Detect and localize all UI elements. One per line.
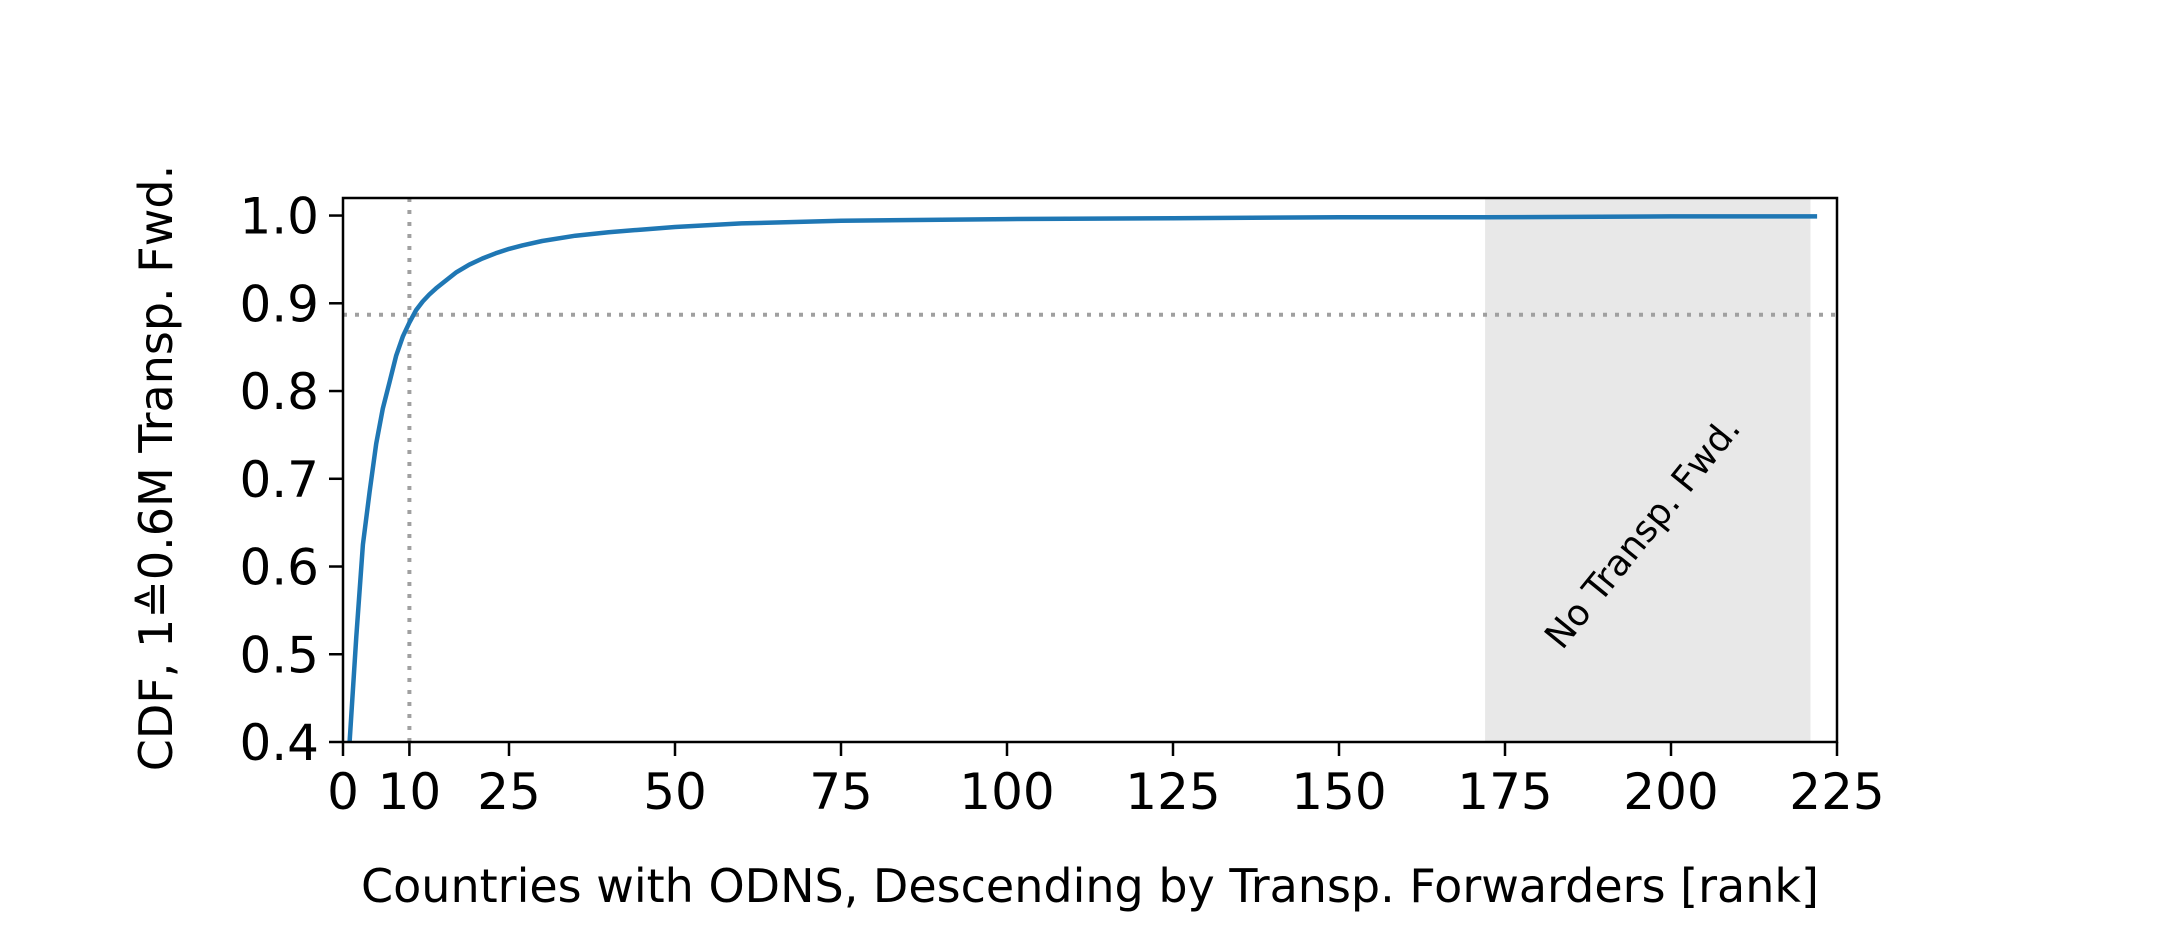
plot-frame [341, 196, 1839, 744]
y-ticks: 0.4 0.5 0.6 0.7 0.8 0.9 1.0 [239, 188, 343, 772]
y-tick-label: 0.9 [239, 275, 319, 333]
x-tick-label: 25 [477, 763, 541, 821]
y-tick-label: 0.6 [239, 539, 319, 597]
shaded-region-layer [1485, 198, 1811, 742]
x-tick-label: 150 [1291, 763, 1386, 821]
x-tick-label: 100 [959, 763, 1054, 821]
x-tick-label: 175 [1457, 763, 1552, 821]
x-tick-label: 50 [643, 763, 707, 821]
no-transp-fwd-region [1485, 198, 1811, 742]
reference-lines-layer [343, 198, 1837, 742]
x-tick-label: 0 [327, 763, 359, 821]
y-tick-label: 0.7 [239, 451, 319, 509]
y-tick-label: 0.4 [239, 714, 319, 772]
cdf-series-line [347, 214, 1818, 743]
x-tick-label: 225 [1789, 763, 1884, 821]
y-tick-label: 0.5 [239, 626, 319, 684]
y-tick-label: 0.8 [239, 363, 319, 421]
series-layer [347, 214, 1818, 743]
y-tick-label: 1.0 [239, 188, 319, 246]
x-tick-label: 75 [809, 763, 873, 821]
x-axis-label: Countries with ODNS, Descending by Trans… [361, 859, 1819, 913]
x-tick-label: 200 [1623, 763, 1718, 821]
x-tick-label: 10 [378, 763, 442, 821]
x-tick-label: 125 [1125, 763, 1220, 821]
x-ticks: 0 10 25 50 75 100 125 150 175 200 225 [327, 742, 1885, 821]
y-axis-label: CDF, 1≙0.6M Transp. Fwd. [129, 165, 183, 771]
